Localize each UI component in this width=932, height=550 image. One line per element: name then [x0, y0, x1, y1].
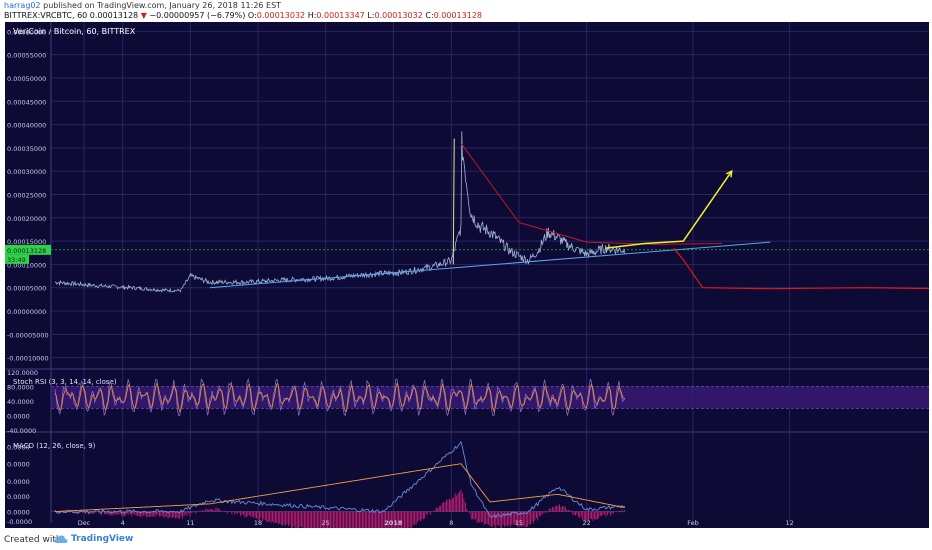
- y-tick-label: 0.00055000: [7, 52, 46, 60]
- axes: 0.00060000 0.00055000 0.00050000 0.00045000…: [5, 22, 929, 527]
- close-label: C:: [425, 11, 434, 20]
- signal-line: [54, 463, 625, 512]
- bullish-projection-arrowhead: [725, 169, 733, 178]
- y-tick-label: 0.00010000: [7, 261, 46, 269]
- chart-canvas[interactable]: VeriCoin / Bitcoin, 60, BITTREX Stoch RS…: [5, 22, 932, 548]
- y-tick-label: 0.00050000: [7, 75, 46, 83]
- author-name[interactable]: harrag02: [4, 1, 41, 10]
- countdown-tag: [5, 254, 29, 264]
- ohlc-line: BITTREX:VRCBTC, 60 0.00013128 ▼ −0.00000…: [4, 11, 482, 21]
- resistance-curve: [460, 142, 723, 245]
- down-arrow-icon: ▼: [140, 11, 147, 20]
- y-tick-label: 0.00015000: [7, 238, 46, 246]
- stoch-rsi-title: Stoch RSI (3, 3, 14, 14, close): [13, 378, 117, 386]
- symbol-label: BITTREX:VRCBTC, 60: [4, 11, 88, 20]
- open-value: 0.00013032: [256, 11, 306, 20]
- price-change: −0.00000957 (−6.79%): [149, 11, 246, 20]
- y-tick-label: 0.00000000: [7, 308, 46, 316]
- macd-pane: MACD (12, 26, close, 9): [13, 440, 626, 548]
- x-tick-label: Feb: [687, 519, 699, 527]
- x-tick-label: 2018: [384, 519, 403, 527]
- macd-y-tick: 0.0000: [7, 509, 30, 517]
- y-tick-label: 0.00035000: [7, 145, 46, 153]
- high-value: 0.00013347: [316, 11, 365, 20]
- x-tick-label: 25: [322, 519, 330, 527]
- x-tick-label: 8: [449, 519, 453, 527]
- tradingview-logo[interactable]: TradingView: [54, 534, 133, 544]
- x-tick-label: 18: [254, 519, 262, 527]
- y-tick-label: 0.00040000: [7, 122, 46, 130]
- rsi-y-tick: 80.0000: [7, 384, 34, 392]
- rsi-y-tick: 120.0000: [7, 369, 38, 377]
- y-tick-label: -0.00005000: [7, 331, 49, 339]
- macd-y-tick: 0.0000: [7, 493, 30, 501]
- macd-y-tick: -0.0000: [7, 518, 32, 526]
- cloud-icon: [54, 535, 68, 543]
- high-label: H:: [307, 11, 317, 20]
- chart-title: VeriCoin / Bitcoin, 60, BITTREX: [13, 27, 136, 36]
- y-tick-label: 0.00030000: [7, 168, 46, 176]
- bearish-projection: [673, 247, 932, 290]
- chart-background: [5, 22, 929, 528]
- y-tick-label: 0.00020000: [7, 215, 46, 223]
- publish-info: harrag02 published on TradingView.com, J…: [4, 1, 281, 11]
- chart-area[interactable]: VeriCoin / Bitcoin, 60, BITTREX Stoch RS…: [5, 22, 932, 548]
- y-tick-label: 0.00045000: [7, 98, 46, 106]
- x-tick-label: 11: [186, 519, 194, 527]
- low-value: 0.00013032: [374, 11, 423, 20]
- chart-header: harrag02 published on TradingView.com, J…: [0, 0, 932, 22]
- open-label: O:: [247, 11, 257, 20]
- rsi-k-line: [54, 378, 626, 417]
- macd-line: [54, 440, 626, 519]
- y-tick-label: 0.00005000: [7, 285, 46, 293]
- price-spike: [452, 138, 455, 265]
- macd-y-tick: 0.0000: [7, 443, 30, 451]
- rsi-y-tick: 0.0000: [7, 413, 30, 421]
- price-line: [54, 131, 626, 293]
- x-tick-label: Dec: [78, 519, 91, 527]
- grid-lines: [51, 22, 929, 523]
- tradingview-brand: TradingView: [71, 534, 134, 544]
- y-tick-label: -0.00010000: [7, 355, 49, 363]
- created-with-text: Created with: [4, 535, 62, 545]
- macd-y-tick: 0.0000: [7, 461, 30, 469]
- price-pane: VeriCoin / Bitcoin, 60, BITTREX: [13, 27, 932, 293]
- stoch-rsi-pane: Stoch RSI (3, 3, 14, 14, close): [13, 378, 929, 417]
- bullish-projection: [605, 170, 733, 249]
- y-tick-label: 0.00025000: [7, 192, 46, 200]
- rsi-y-tick: -40.0000: [7, 427, 36, 435]
- last-price: 0.00013128: [89, 11, 139, 20]
- countdown-tag-label: 33:49: [7, 256, 26, 264]
- publish-text: published on TradingView.com, January 26…: [40, 1, 282, 10]
- x-tick-label: 12: [786, 519, 794, 527]
- low-label: L:: [367, 11, 375, 20]
- rsi-y-tick: 40.0000: [7, 398, 34, 406]
- rsi-d-line: [54, 381, 626, 414]
- last-price-tag-label: 0.00013128: [7, 247, 46, 255]
- x-tick-label: 22: [583, 519, 591, 527]
- rsi-band: [51, 386, 929, 409]
- last-price-tag: [5, 244, 51, 255]
- macd-title: MACD (12, 26, close, 9): [13, 442, 96, 450]
- footer: Created with TradingView: [0, 530, 932, 550]
- macd-y-tick: 0.0000: [7, 478, 30, 486]
- x-tick-label: 4: [121, 519, 125, 527]
- y-tick-label: 0.00060000: [7, 28, 46, 36]
- close-value: 0.00013128: [433, 11, 483, 20]
- x-tick-label: 15: [515, 519, 523, 527]
